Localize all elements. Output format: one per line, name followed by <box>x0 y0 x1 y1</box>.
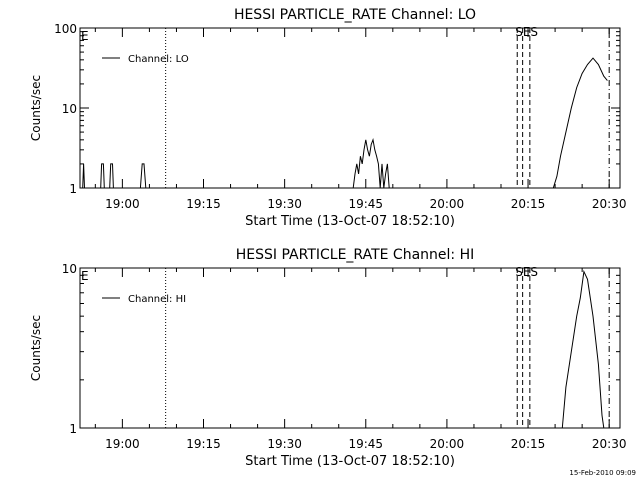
series-line <box>561 269 605 429</box>
series-line <box>82 57 608 189</box>
plot-frame <box>79 267 621 429</box>
y-tick-label: 10 <box>62 102 77 116</box>
x-tick-label: 19:00 <box>105 437 140 451</box>
legend-label: Channel: LO <box>128 54 189 65</box>
marker-label: SES <box>515 25 538 39</box>
y-tick-label: 10 <box>62 262 77 276</box>
x-tick-label: 19:30 <box>267 197 302 211</box>
x-tick-label: 19:00 <box>105 197 140 211</box>
x-tick-label: 20:15 <box>511 197 546 211</box>
y-tick-label: 100 <box>54 22 77 36</box>
y-tick-label: 1 <box>69 422 77 436</box>
x-tick-label: 19:15 <box>186 437 221 451</box>
chart-title: HESSI PARTICLE_RATE Channel: HI <box>236 247 474 263</box>
lo-channel-panel: HESSI PARTICLE_RATE Channel: LO Start Tim… <box>29 7 626 229</box>
marker-label: SES <box>515 265 538 279</box>
y-tick-label: 1 <box>69 182 77 196</box>
chart-title: HESSI PARTICLE_RATE Channel: LO <box>234 7 476 23</box>
legend-label: Channel: HI <box>128 294 186 305</box>
x-tick-label: 20:15 <box>511 437 546 451</box>
plot-frame <box>79 27 621 189</box>
x-tick-label: 19:45 <box>348 197 383 211</box>
x-tick-label: 20:30 <box>592 197 627 211</box>
x-tick-label: 19:30 <box>267 437 302 451</box>
y-axis-title: Counts/sec <box>29 75 43 141</box>
x-tick-label: 20:00 <box>430 197 465 211</box>
x-tick-label: 20:00 <box>430 437 465 451</box>
x-axis-title: Start Time (13-Oct-07 18:52:10) <box>245 454 455 469</box>
hi-channel-panel: HESSI PARTICLE_RATE Channel: HI Start Tim… <box>29 247 626 469</box>
x-tick-label: 20:30 <box>592 437 627 451</box>
x-tick-label: 19:15 <box>186 197 221 211</box>
footer-date: 15-Feb-2010 09:09 <box>569 469 636 477</box>
y-axis-title: Counts/sec <box>29 315 43 381</box>
x-axis-title: Start Time (13-Oct-07 18:52:10) <box>245 214 455 229</box>
x-tick-label: 19:45 <box>348 437 383 451</box>
corner-label: E <box>81 29 89 43</box>
corner-label: E <box>81 269 89 283</box>
